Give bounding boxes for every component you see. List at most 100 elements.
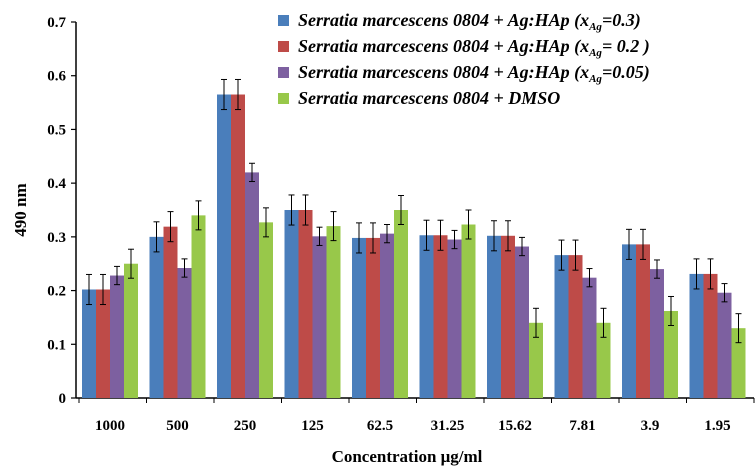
legend-item: Serratia marcescens 0804 + Ag:HAp (xAg= … bbox=[278, 36, 650, 59]
bar-2-781 bbox=[568, 255, 583, 398]
error-bar bbox=[398, 194, 404, 226]
y-axis-title: 490 nm bbox=[11, 183, 30, 236]
bar-3-3125 bbox=[447, 239, 462, 398]
bar-4-250 bbox=[259, 222, 273, 398]
error-bar bbox=[249, 162, 255, 183]
y-tick-label: 0.7 bbox=[47, 15, 66, 31]
y-axis-ticks: 0 0.1 0.2 0.3 0.4 0.5 0.6 0.7 bbox=[47, 15, 76, 407]
error-bar bbox=[263, 207, 269, 238]
bar-2-195 bbox=[703, 273, 718, 398]
bar-4-1562 bbox=[529, 322, 543, 398]
y-tick-label: 0.5 bbox=[47, 122, 66, 138]
error-bar bbox=[437, 219, 444, 251]
error-bar bbox=[640, 228, 646, 260]
error-bar bbox=[181, 258, 188, 278]
error-bar bbox=[235, 78, 241, 111]
bar-2-125 bbox=[298, 210, 313, 398]
legend-label-main: Serratia marcescens 0804 + Ag:HAp (x bbox=[298, 62, 589, 83]
legend-swatch bbox=[278, 93, 289, 104]
error-bars-group bbox=[86, 78, 742, 344]
bar-3-625 bbox=[380, 233, 394, 398]
bar-4-3125 bbox=[461, 224, 476, 398]
bar-3-125 bbox=[312, 236, 327, 398]
x-tick-label: 500 bbox=[166, 418, 189, 434]
error-bar bbox=[693, 258, 700, 290]
legend-label-subscript: Ag bbox=[588, 21, 602, 33]
bar-3-195 bbox=[717, 292, 732, 398]
error-bar bbox=[533, 307, 539, 338]
error-bar bbox=[505, 220, 511, 252]
bar-1-250 bbox=[217, 94, 231, 398]
error-bar bbox=[465, 209, 472, 240]
error-bar bbox=[451, 229, 458, 250]
error-bar bbox=[558, 239, 565, 271]
error-bar bbox=[572, 239, 579, 271]
bar-4-1000 bbox=[124, 263, 138, 398]
bar-2-1000 bbox=[96, 289, 110, 398]
legend-label-subscript: Ag bbox=[588, 73, 602, 85]
error-bar bbox=[221, 78, 227, 111]
bar-2-1562 bbox=[501, 235, 515, 398]
legend-label: Serratia marcescens 0804 + DMSO bbox=[298, 88, 560, 108]
error-bar bbox=[384, 224, 390, 244]
error-bar bbox=[600, 307, 607, 338]
legend-swatch bbox=[278, 41, 289, 52]
error-bar bbox=[167, 211, 174, 243]
error-bar bbox=[626, 228, 632, 260]
error-bar bbox=[423, 219, 430, 251]
bar-1-195 bbox=[689, 273, 704, 398]
bar-1-39 bbox=[622, 244, 636, 398]
error-bar bbox=[668, 295, 674, 326]
error-bar bbox=[100, 273, 106, 306]
bar-3-1562 bbox=[515, 246, 529, 398]
x-tick-label: 7.81 bbox=[569, 418, 595, 434]
bar-1-1000 bbox=[82, 289, 96, 398]
bar-3-1000 bbox=[110, 275, 124, 398]
legend-item: Serratia marcescens 0804 + Ag:HAp (xAg=0… bbox=[278, 62, 650, 85]
x-tick-label: 31.25 bbox=[431, 418, 465, 434]
bar-3-250 bbox=[245, 172, 259, 398]
bar-1-625 bbox=[352, 237, 366, 398]
bar-1-1562 bbox=[487, 235, 501, 398]
x-axis-ticks: 100050025012562.531.2515.627.813.91.95C … bbox=[78, 398, 755, 434]
legend-label-main: Serratia marcescens 0804 + Ag:HAp (x bbox=[298, 36, 589, 57]
legend-swatch bbox=[278, 15, 289, 26]
legend-label: Serratia marcescens 0804 + Ag:HAp (xAg=0… bbox=[298, 62, 650, 85]
y-tick-label: 0 bbox=[59, 391, 67, 407]
bar-3-39 bbox=[650, 269, 664, 398]
bar-1-3125 bbox=[419, 235, 434, 398]
x-tick-label: 1000 bbox=[95, 418, 125, 434]
bar-4-39 bbox=[664, 310, 678, 398]
x-tick-label: 62.5 bbox=[367, 418, 393, 434]
bar-4-125 bbox=[326, 226, 341, 398]
legend-label: Serratia marcescens 0804 + Ag:HAp (xAg=0… bbox=[298, 10, 641, 33]
y-tick-label: 0.3 bbox=[47, 230, 66, 246]
error-bar bbox=[491, 220, 497, 252]
bar-2-625 bbox=[366, 237, 380, 398]
bar-1-500 bbox=[149, 236, 164, 398]
y-tick-label: 0.6 bbox=[47, 69, 66, 85]
error-bar bbox=[195, 200, 202, 231]
error-bar bbox=[86, 273, 92, 306]
bar-4-500 bbox=[191, 215, 206, 398]
bar-3-781 bbox=[582, 277, 597, 398]
error-bar bbox=[153, 221, 160, 253]
bar-4-625 bbox=[394, 210, 408, 398]
x-tick-label: 1.95 bbox=[704, 418, 730, 434]
legend-swatch bbox=[278, 67, 289, 78]
y-tick-label: 0.2 bbox=[47, 284, 66, 300]
error-bar bbox=[128, 248, 134, 279]
bar-2-39 bbox=[636, 244, 650, 398]
error-bar bbox=[519, 236, 525, 257]
y-tick-label: 0.4 bbox=[47, 176, 66, 192]
error-bar bbox=[370, 222, 376, 254]
error-bar bbox=[721, 283, 728, 303]
error-bar bbox=[288, 194, 295, 226]
bar-1-125 bbox=[284, 210, 299, 398]
legend-label-subscript: Ag bbox=[588, 47, 602, 59]
x-axis-title: Concentration μg/ml bbox=[332, 447, 483, 466]
bar-2-250 bbox=[231, 94, 245, 398]
legend-label-tail: = 0.2 ) bbox=[602, 36, 650, 57]
error-bar bbox=[586, 268, 593, 288]
